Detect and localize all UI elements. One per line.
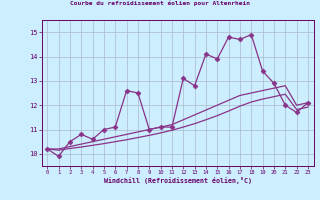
X-axis label: Windchill (Refroidissement éolien,°C): Windchill (Refroidissement éolien,°C) — [104, 177, 252, 184]
Text: Courbe du refroidissement éolien pour Altenrhein: Courbe du refroidissement éolien pour Al… — [70, 1, 250, 6]
